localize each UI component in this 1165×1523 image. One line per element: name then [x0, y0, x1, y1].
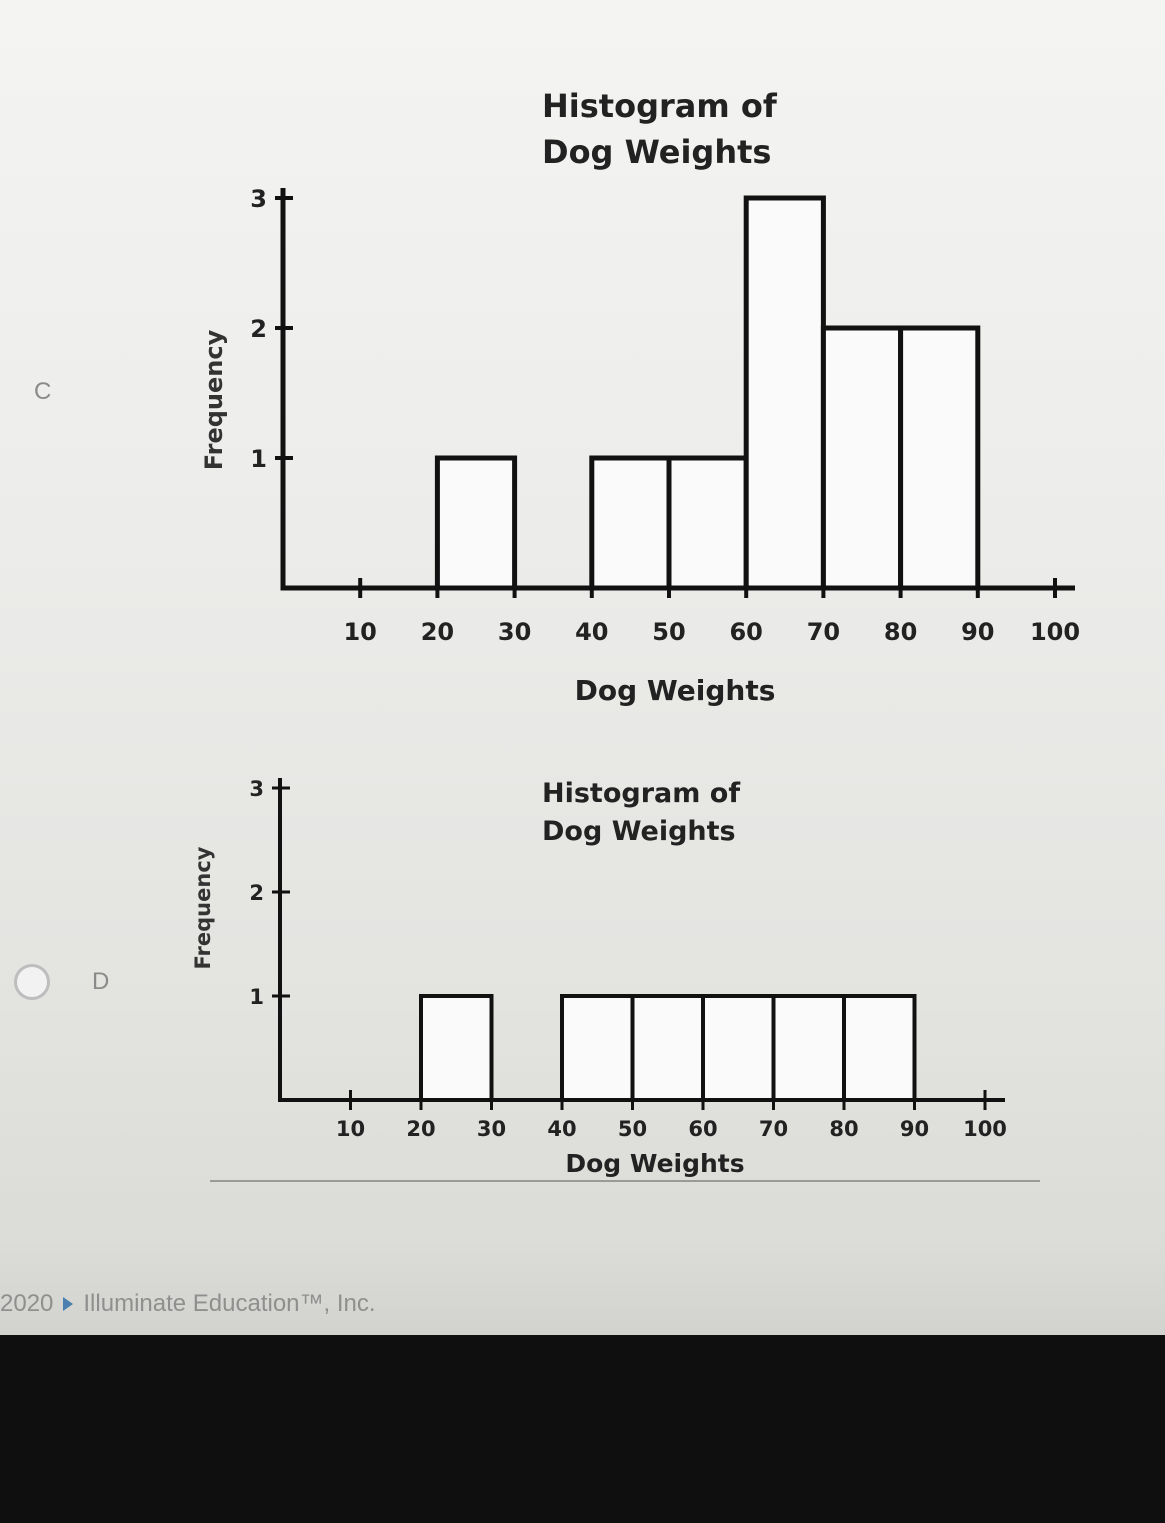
x-tick-label: 50 [652, 618, 685, 646]
x-tick-label: 20 [406, 1117, 435, 1141]
histogram-chart-d: Histogram of Dog Weights 1 2 3 10 20 30 40 50 60 70… [191, 777, 1007, 1178]
histogram-bar [419, 994, 494, 1102]
answer-option-d[interactable]: D Histogram of Dog Weights 1 2 3 10 20 30 40 50 60… [0, 760, 1165, 1200]
screen: C Histogram of Dog Weights 1 2 3 10 20 30 40 50 60… [0, 0, 1165, 1335]
x-axis-label: Dog Weights [565, 1149, 744, 1178]
histogram-chart-c: Histogram of Dog Weights 1 2 3 10 20 30 40 50 60 70… [200, 87, 1080, 707]
chart-title-line: Dog Weights [542, 133, 771, 171]
footer [0, 1238, 1165, 1335]
y-axis-label: Frequency [200, 329, 228, 470]
histogram-bar [434, 455, 518, 591]
x-axis-label: Dog Weights [575, 674, 776, 707]
y-tick-label: 3 [249, 777, 264, 801]
histogram-bar [842, 994, 917, 1102]
option-d-label[interactable]: D [92, 968, 110, 995]
y-tick-label: 2 [249, 881, 264, 905]
x-tick-label: 10 [343, 618, 376, 646]
copyright-year: 2020 [0, 1290, 54, 1317]
axis-line [278, 778, 1005, 1102]
x-tick-label: 70 [807, 618, 840, 646]
x-tick-label: 20 [421, 618, 454, 646]
x-tick-label: 60 [729, 618, 762, 646]
x-tick-label: 100 [1030, 618, 1080, 646]
x-tick-label: 30 [498, 618, 531, 646]
chart-title-line: Dog Weights [542, 816, 736, 847]
y-tick-label: 1 [250, 445, 267, 473]
y-tick-label: 3 [250, 185, 267, 213]
histogram-bar [701, 994, 776, 1102]
x-tick-label: 80 [884, 618, 917, 646]
histogram-bar [898, 325, 981, 591]
x-tick-label: 10 [336, 1117, 365, 1141]
option-d-radio[interactable] [14, 964, 50, 1000]
x-tick-label: 90 [900, 1117, 929, 1141]
option-c-label[interactable]: C [34, 378, 52, 405]
histogram-bar [820, 325, 904, 591]
y-tick-label: 1 [249, 985, 264, 1009]
divider [210, 1180, 1040, 1182]
x-tick-label: 40 [547, 1117, 576, 1141]
chart-title-line: Histogram of [542, 87, 778, 125]
x-tick-label: 30 [477, 1117, 506, 1141]
histogram-bar [771, 994, 846, 1102]
x-tick-label: 100 [963, 1117, 1007, 1141]
monitor-bezel [0, 1335, 1165, 1523]
y-tick-label: 2 [250, 315, 267, 343]
copyright-company: Illuminate Education™, Inc. [83, 1290, 376, 1317]
histogram-bar [560, 994, 635, 1102]
x-tick-label: 50 [618, 1117, 647, 1141]
chart-title-line: Histogram of [542, 778, 740, 809]
histogram-bar [589, 455, 672, 591]
illuminate-logo-icon [63, 1297, 74, 1311]
x-tick-label: 60 [688, 1117, 717, 1141]
y-axis-label: Frequency [191, 846, 215, 969]
x-tick-label: 90 [961, 618, 994, 646]
x-tick-label: 40 [575, 618, 608, 646]
copyright-notice: 2020 Illuminate Education™, Inc. [0, 1290, 376, 1318]
histogram-bar [666, 455, 749, 591]
histogram-bar [630, 994, 705, 1102]
answer-option-c[interactable]: C Histogram of Dog Weights 1 2 3 10 20 30 40 50 60… [0, 60, 1165, 720]
histogram-bar [743, 195, 826, 591]
axis-line [280, 188, 1075, 591]
x-tick-label: 80 [829, 1117, 858, 1141]
x-tick-label: 70 [759, 1117, 788, 1141]
